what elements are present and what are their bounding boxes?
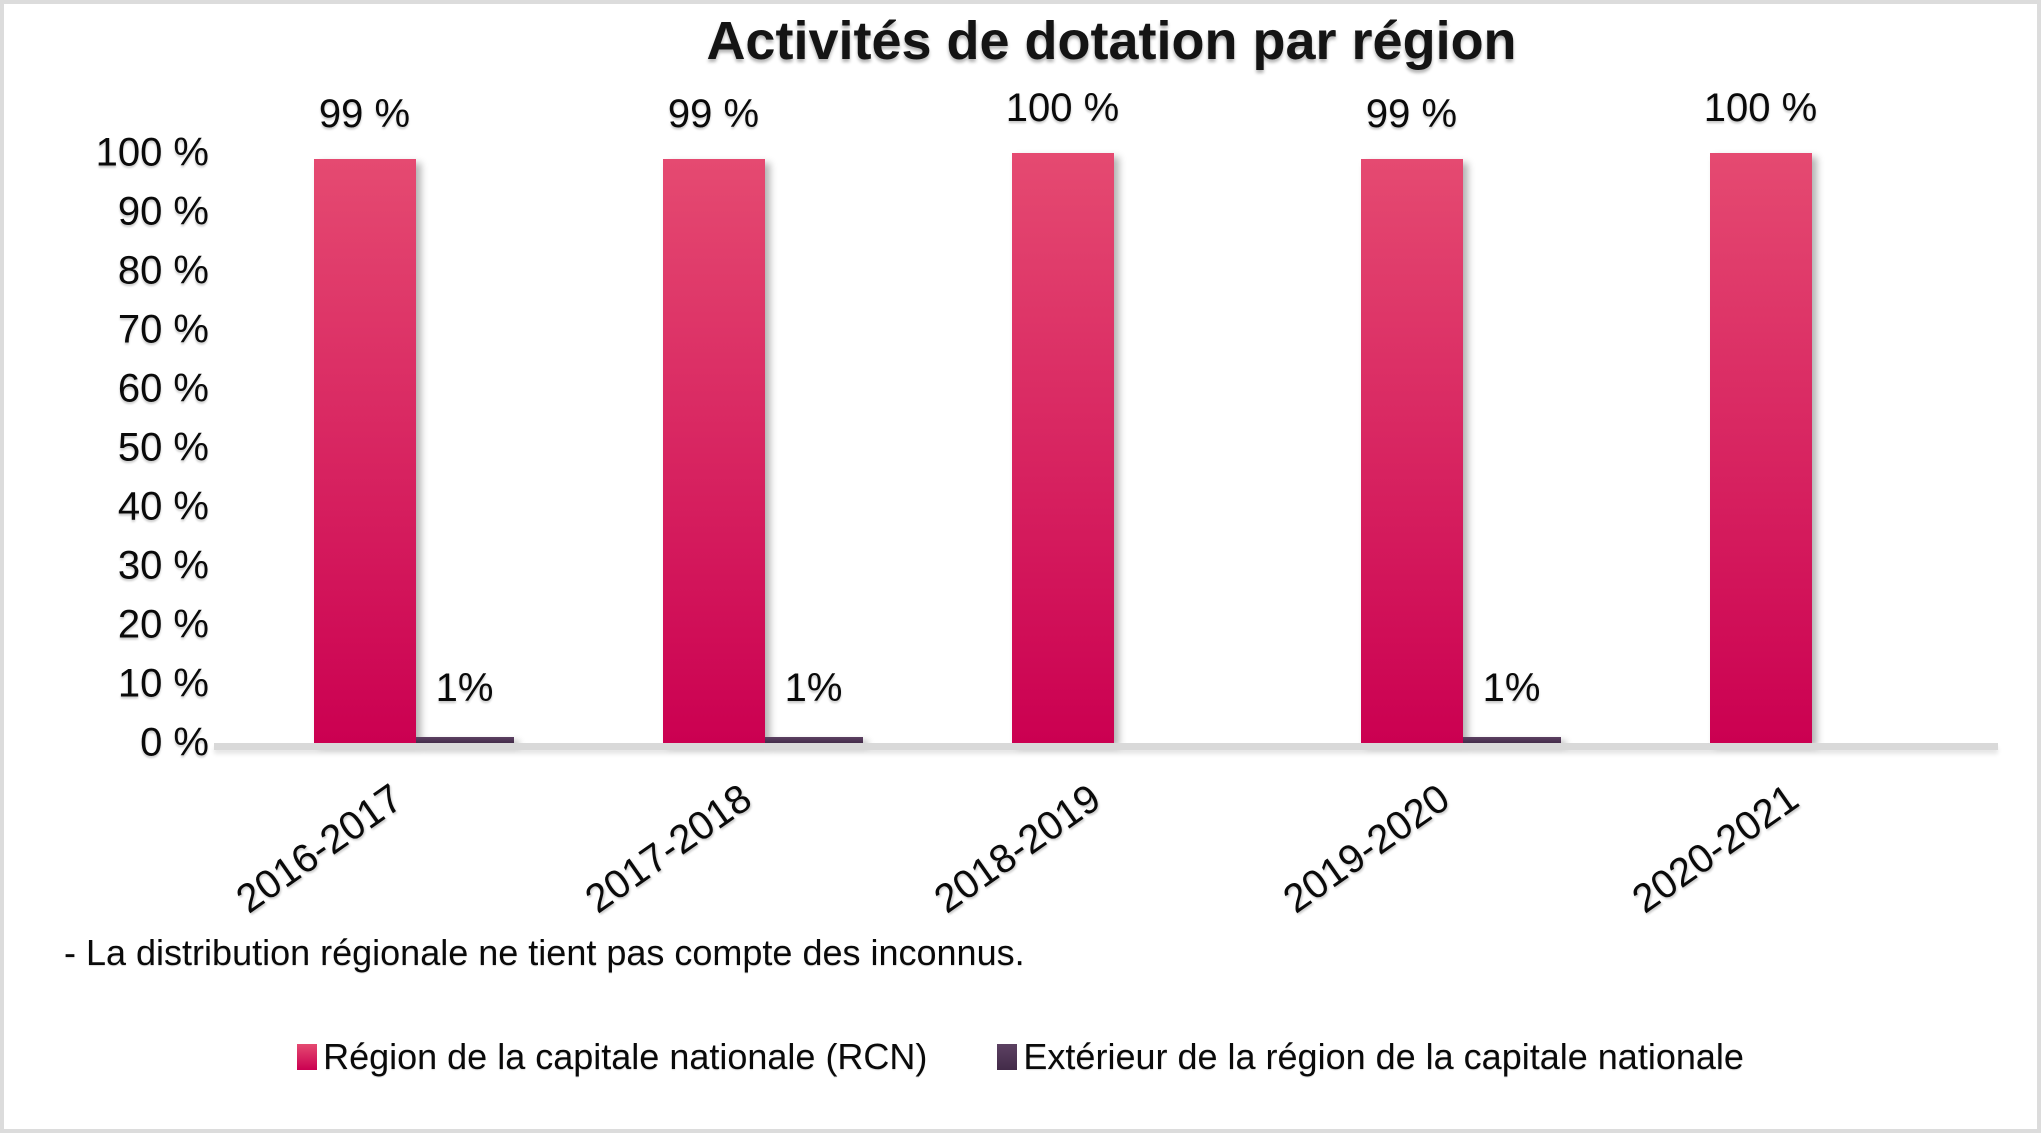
x-axis-line — [214, 743, 1998, 750]
bar-value-label: 1% — [435, 666, 494, 711]
chart-title: Activités de dotation par région — [706, 11, 1517, 71]
category-group-2018-2019: 100 % 2018-2019 — [927, 86, 1286, 922]
x-tick-label: 2020-2021 — [1624, 776, 1807, 922]
bar-exterieur: 1% — [764, 666, 863, 743]
y-tick-label: 10 % — [117, 661, 209, 706]
x-tick-label: 2019-2020 — [1275, 776, 1458, 922]
y-tick-label: 30 % — [117, 543, 209, 588]
bar-value-label: 100 % — [1703, 86, 1818, 130]
category-group-2017-2018: 99 % 1% 2017-2018 — [578, 92, 937, 922]
y-tick-label: 100 % — [95, 130, 209, 175]
legend-item-exterieur: Extérieur de la région de la capitale na… — [997, 1036, 1744, 1078]
bar-rcn: 100 % — [1704, 86, 1817, 743]
bar-value-label: 99 % — [318, 91, 411, 136]
x-tick-label: 2016-2017 — [228, 776, 411, 922]
legend-swatch-exterieur-icon — [997, 1044, 1018, 1070]
y-tick-label: 70 % — [117, 307, 209, 352]
plot-area: 99 % 1% 2016-2017 99 % 1% 2017-2018 100 … — [229, 86, 1984, 922]
y-tick-label: 50 % — [117, 425, 209, 470]
x-tick-label: 2018-2019 — [926, 776, 1109, 922]
legend: Région de la capitale nationale (RCN) Ex… — [4, 1036, 2037, 1078]
bar-rcn: 99 % — [313, 92, 416, 743]
bar-rcn: 99 % — [1360, 92, 1463, 743]
bar-value-label: 99 % — [1365, 91, 1458, 136]
y-tick-label: 0 % — [140, 720, 209, 765]
legend-item-rcn: Région de la capitale nationale (RCN) — [297, 1036, 927, 1078]
y-tick-label: 80 % — [117, 248, 209, 293]
bar-value-label: 1% — [1482, 666, 1541, 711]
y-axis: 100 % 90 % 80 % 70 % 60 % 50 % 40 % 30 %… — [4, 4, 209, 1129]
category-group-2019-2020: 99 % 1% 2019-2020 — [1276, 92, 1635, 922]
category-group-2020-2021: 100 % 2020-2021 — [1625, 86, 1984, 922]
y-tick-label: 40 % — [117, 484, 209, 529]
y-tick-label: 90 % — [117, 189, 209, 234]
bar-exterieur: 1% — [1462, 666, 1561, 743]
legend-label: Extérieur de la région de la capitale na… — [1023, 1036, 1744, 1077]
bar-value-label: 100 % — [1005, 86, 1120, 130]
legend-label: Région de la capitale nationale (RCN) — [323, 1036, 928, 1077]
bar-rcn: 99 % — [662, 92, 765, 743]
bar-value-label: 1% — [784, 666, 843, 711]
chart-footnote: - La distribution régionale ne tient pas… — [64, 932, 1025, 973]
category-group-2016-2017: 99 % 1% 2016-2017 — [229, 92, 588, 922]
legend-swatch-rcn-icon — [297, 1044, 318, 1070]
y-tick-label: 60 % — [117, 366, 209, 411]
x-tick-label: 2017-2018 — [577, 776, 760, 922]
bar-value-label: 99 % — [667, 91, 760, 136]
bar-exterieur: 1% — [415, 666, 514, 743]
y-tick-label: 20 % — [117, 602, 209, 647]
bar-rcn: 100 % — [1006, 86, 1119, 743]
